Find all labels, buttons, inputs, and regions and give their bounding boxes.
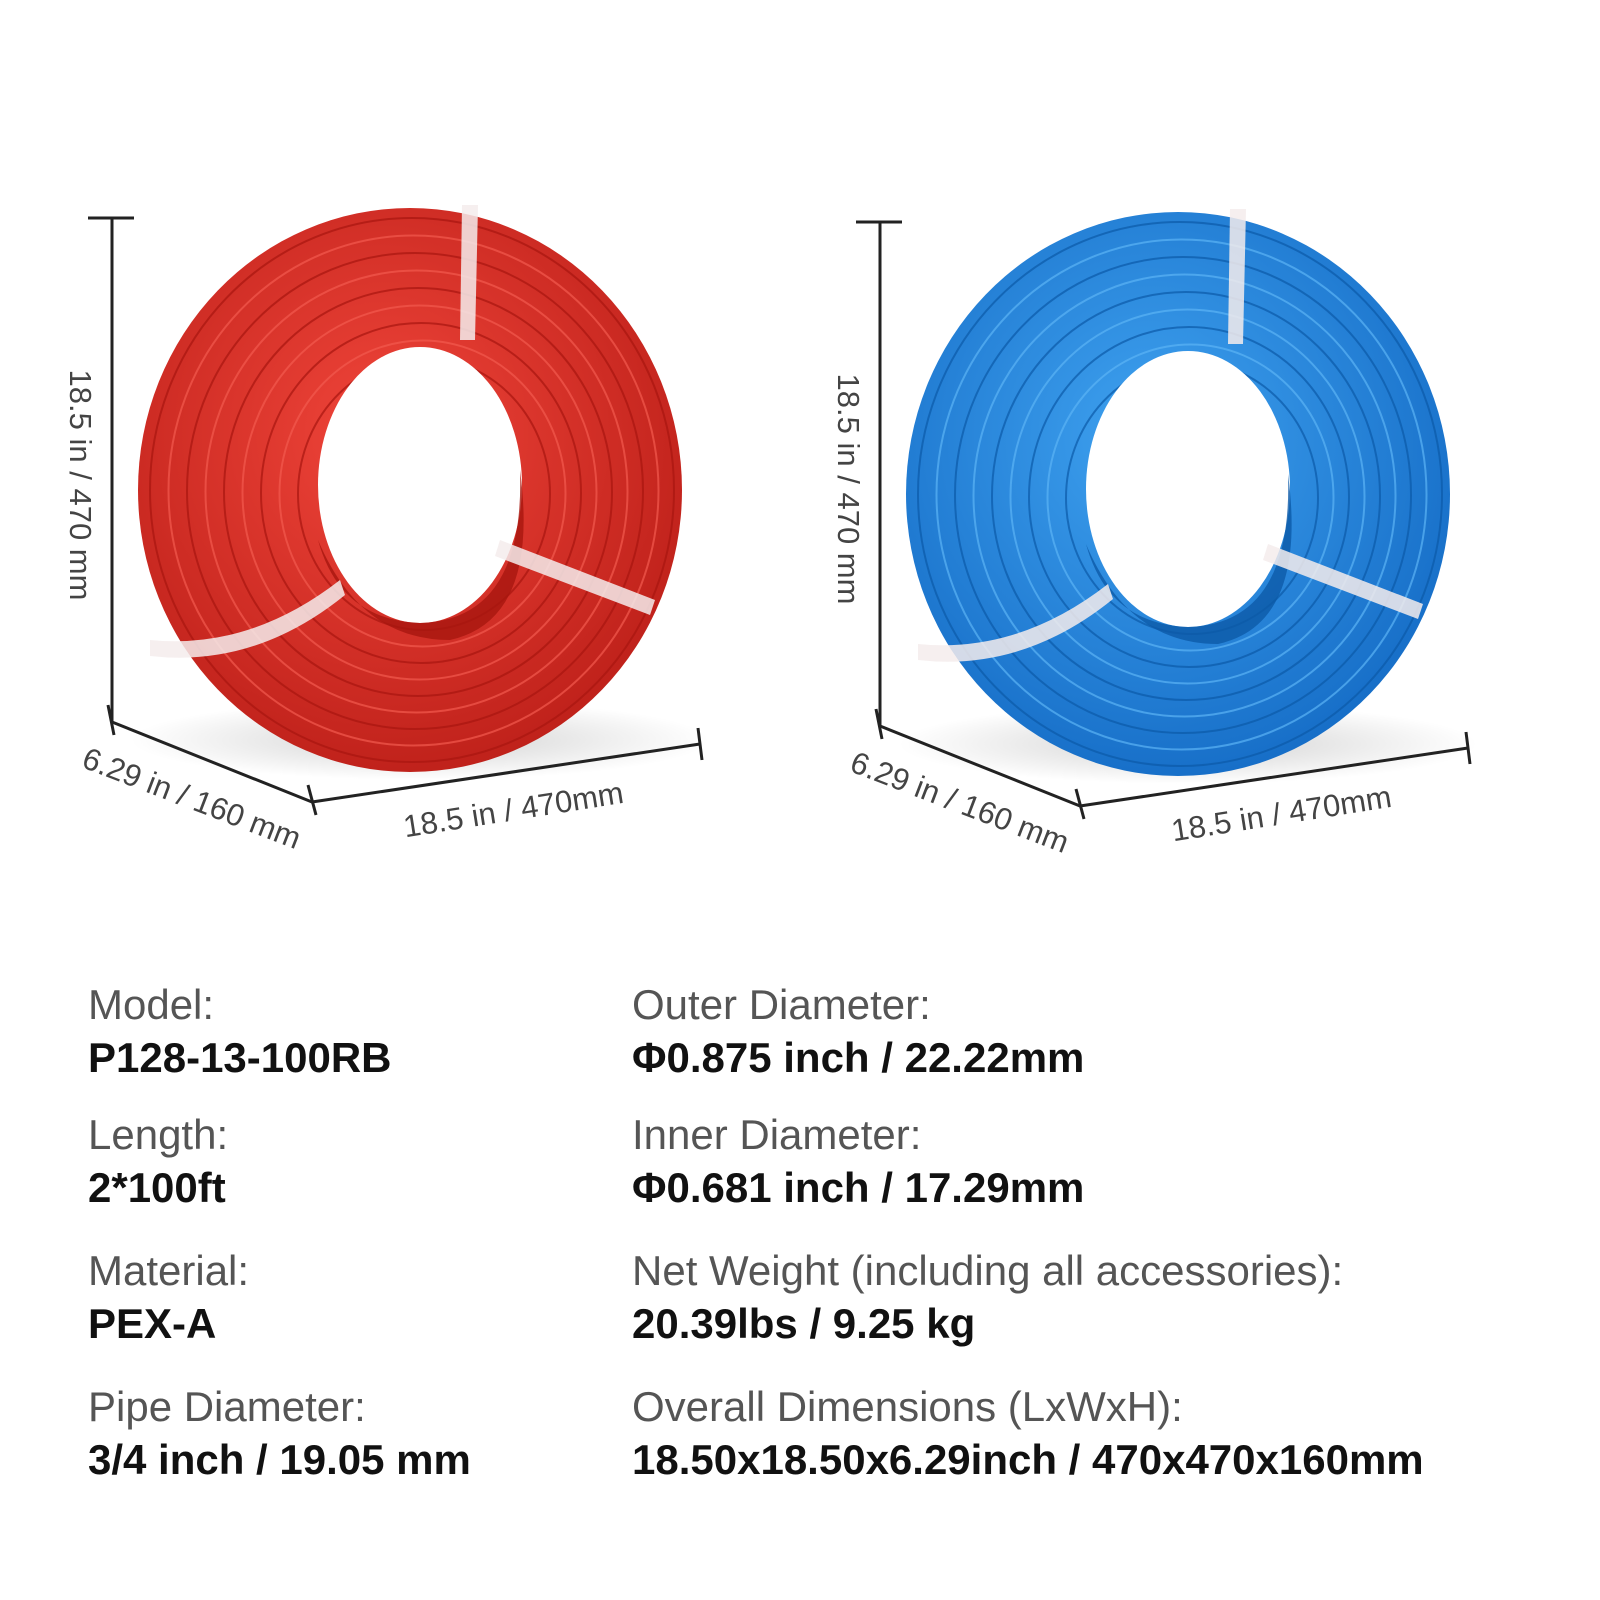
dimension-line	[306, 784, 318, 816]
coil-ring	[167, 234, 660, 747]
dimension-line	[1074, 788, 1086, 820]
coil-ring	[991, 291, 1381, 701]
strap	[150, 580, 345, 658]
spec-length: Length: 2*100ft	[88, 1110, 228, 1216]
coil-ring	[1028, 326, 1350, 668]
dimension-line	[1079, 746, 1469, 808]
product-illustration: 18.5 in / 470 mm6.29 in / 160 mm 18.5 in …	[63, 205, 1478, 860]
spec-overall-dimensions: Overall Dimensions (LxWxH): 18.50x18.50x…	[632, 1382, 1424, 1488]
coil-ring	[204, 269, 629, 714]
spec-label: Outer Diameter:	[632, 981, 931, 1028]
spec-net-weight: Net Weight (including all accessories): …	[632, 1246, 1343, 1352]
coil-ring	[1009, 308, 1366, 685]
coil: 18.5 in / 470 mm6.29 in / 160 mm 18.5 in …	[831, 209, 1478, 860]
coil-ring	[223, 287, 613, 697]
dimension-line	[1464, 731, 1472, 765]
coil-ring	[917, 221, 1443, 767]
coil-ring	[972, 273, 1397, 718]
coil-ring	[1046, 343, 1335, 652]
spec-value: P128-13-100RB	[88, 1034, 392, 1081]
spec-label: Inner Diameter:	[632, 1111, 922, 1158]
spec-value: 3/4 inch / 19.05 mm	[88, 1436, 471, 1483]
spec-value: Φ0.875 inch / 22.22mm	[632, 1034, 1085, 1081]
strap	[495, 540, 655, 615]
strap	[460, 205, 478, 340]
dimension-line	[106, 704, 116, 736]
spec-value: 18.50x18.50x6.29inch / 470x470x160mm	[632, 1436, 1424, 1483]
spec-label: Model:	[88, 981, 215, 1028]
spec-value: PEX-A	[88, 1300, 217, 1347]
spec-label: Length:	[88, 1111, 229, 1158]
width-label: 18.5 in / 470mm	[401, 775, 626, 844]
dimension-line	[311, 742, 701, 804]
strap	[1263, 544, 1423, 619]
coil-ring	[935, 238, 1428, 751]
spec-label: Overall Dimensions (LxWxH):	[632, 1383, 1183, 1430]
spec-model: Model: P128-13-100RB	[88, 980, 392, 1086]
coil-hole	[1086, 351, 1290, 627]
spec-value: Φ0.681 inch / 17.29mm	[632, 1164, 1085, 1211]
coil-ring	[278, 339, 567, 648]
dimension-line	[696, 727, 704, 761]
spec-label: Net Weight (including all accessories):	[632, 1247, 1344, 1294]
height-label: 18.5 in / 470 mm	[831, 374, 866, 605]
coil-hole	[318, 347, 522, 623]
spec-material: Material: PEX-A	[88, 1246, 249, 1352]
dimension-line	[879, 724, 1081, 808]
coil: 18.5 in / 470 mm6.29 in / 160 mm 18.5 in …	[63, 205, 710, 856]
dimension-line	[111, 720, 313, 804]
coil-ring	[954, 256, 1412, 734]
spec-inner-diameter: Inner Diameter: Φ0.681 inch / 17.29mm	[632, 1110, 1084, 1216]
width-label: 18.5 in / 470mm	[1169, 779, 1394, 848]
spec-label: Material:	[88, 1247, 250, 1294]
spec-value: 20.39lbs / 9.25 kg	[632, 1300, 976, 1347]
dimension-line	[874, 708, 884, 740]
strap	[1228, 209, 1246, 344]
spec-outer-diameter: Outer Diameter: Φ0.875 inch / 22.22mm	[632, 980, 1084, 1086]
coil-ring	[241, 304, 598, 681]
spec-value: 2*100ft	[88, 1164, 226, 1211]
coil-ring	[186, 252, 644, 730]
spec-label: Pipe Diameter:	[88, 1383, 366, 1430]
height-label: 18.5 in / 470 mm	[63, 370, 98, 601]
coil-ring	[149, 217, 675, 763]
coil-ring	[260, 322, 582, 664]
spec-pipe-diameter: Pipe Diameter: 3/4 inch / 19.05 mm	[88, 1382, 471, 1488]
strap	[918, 584, 1113, 662]
